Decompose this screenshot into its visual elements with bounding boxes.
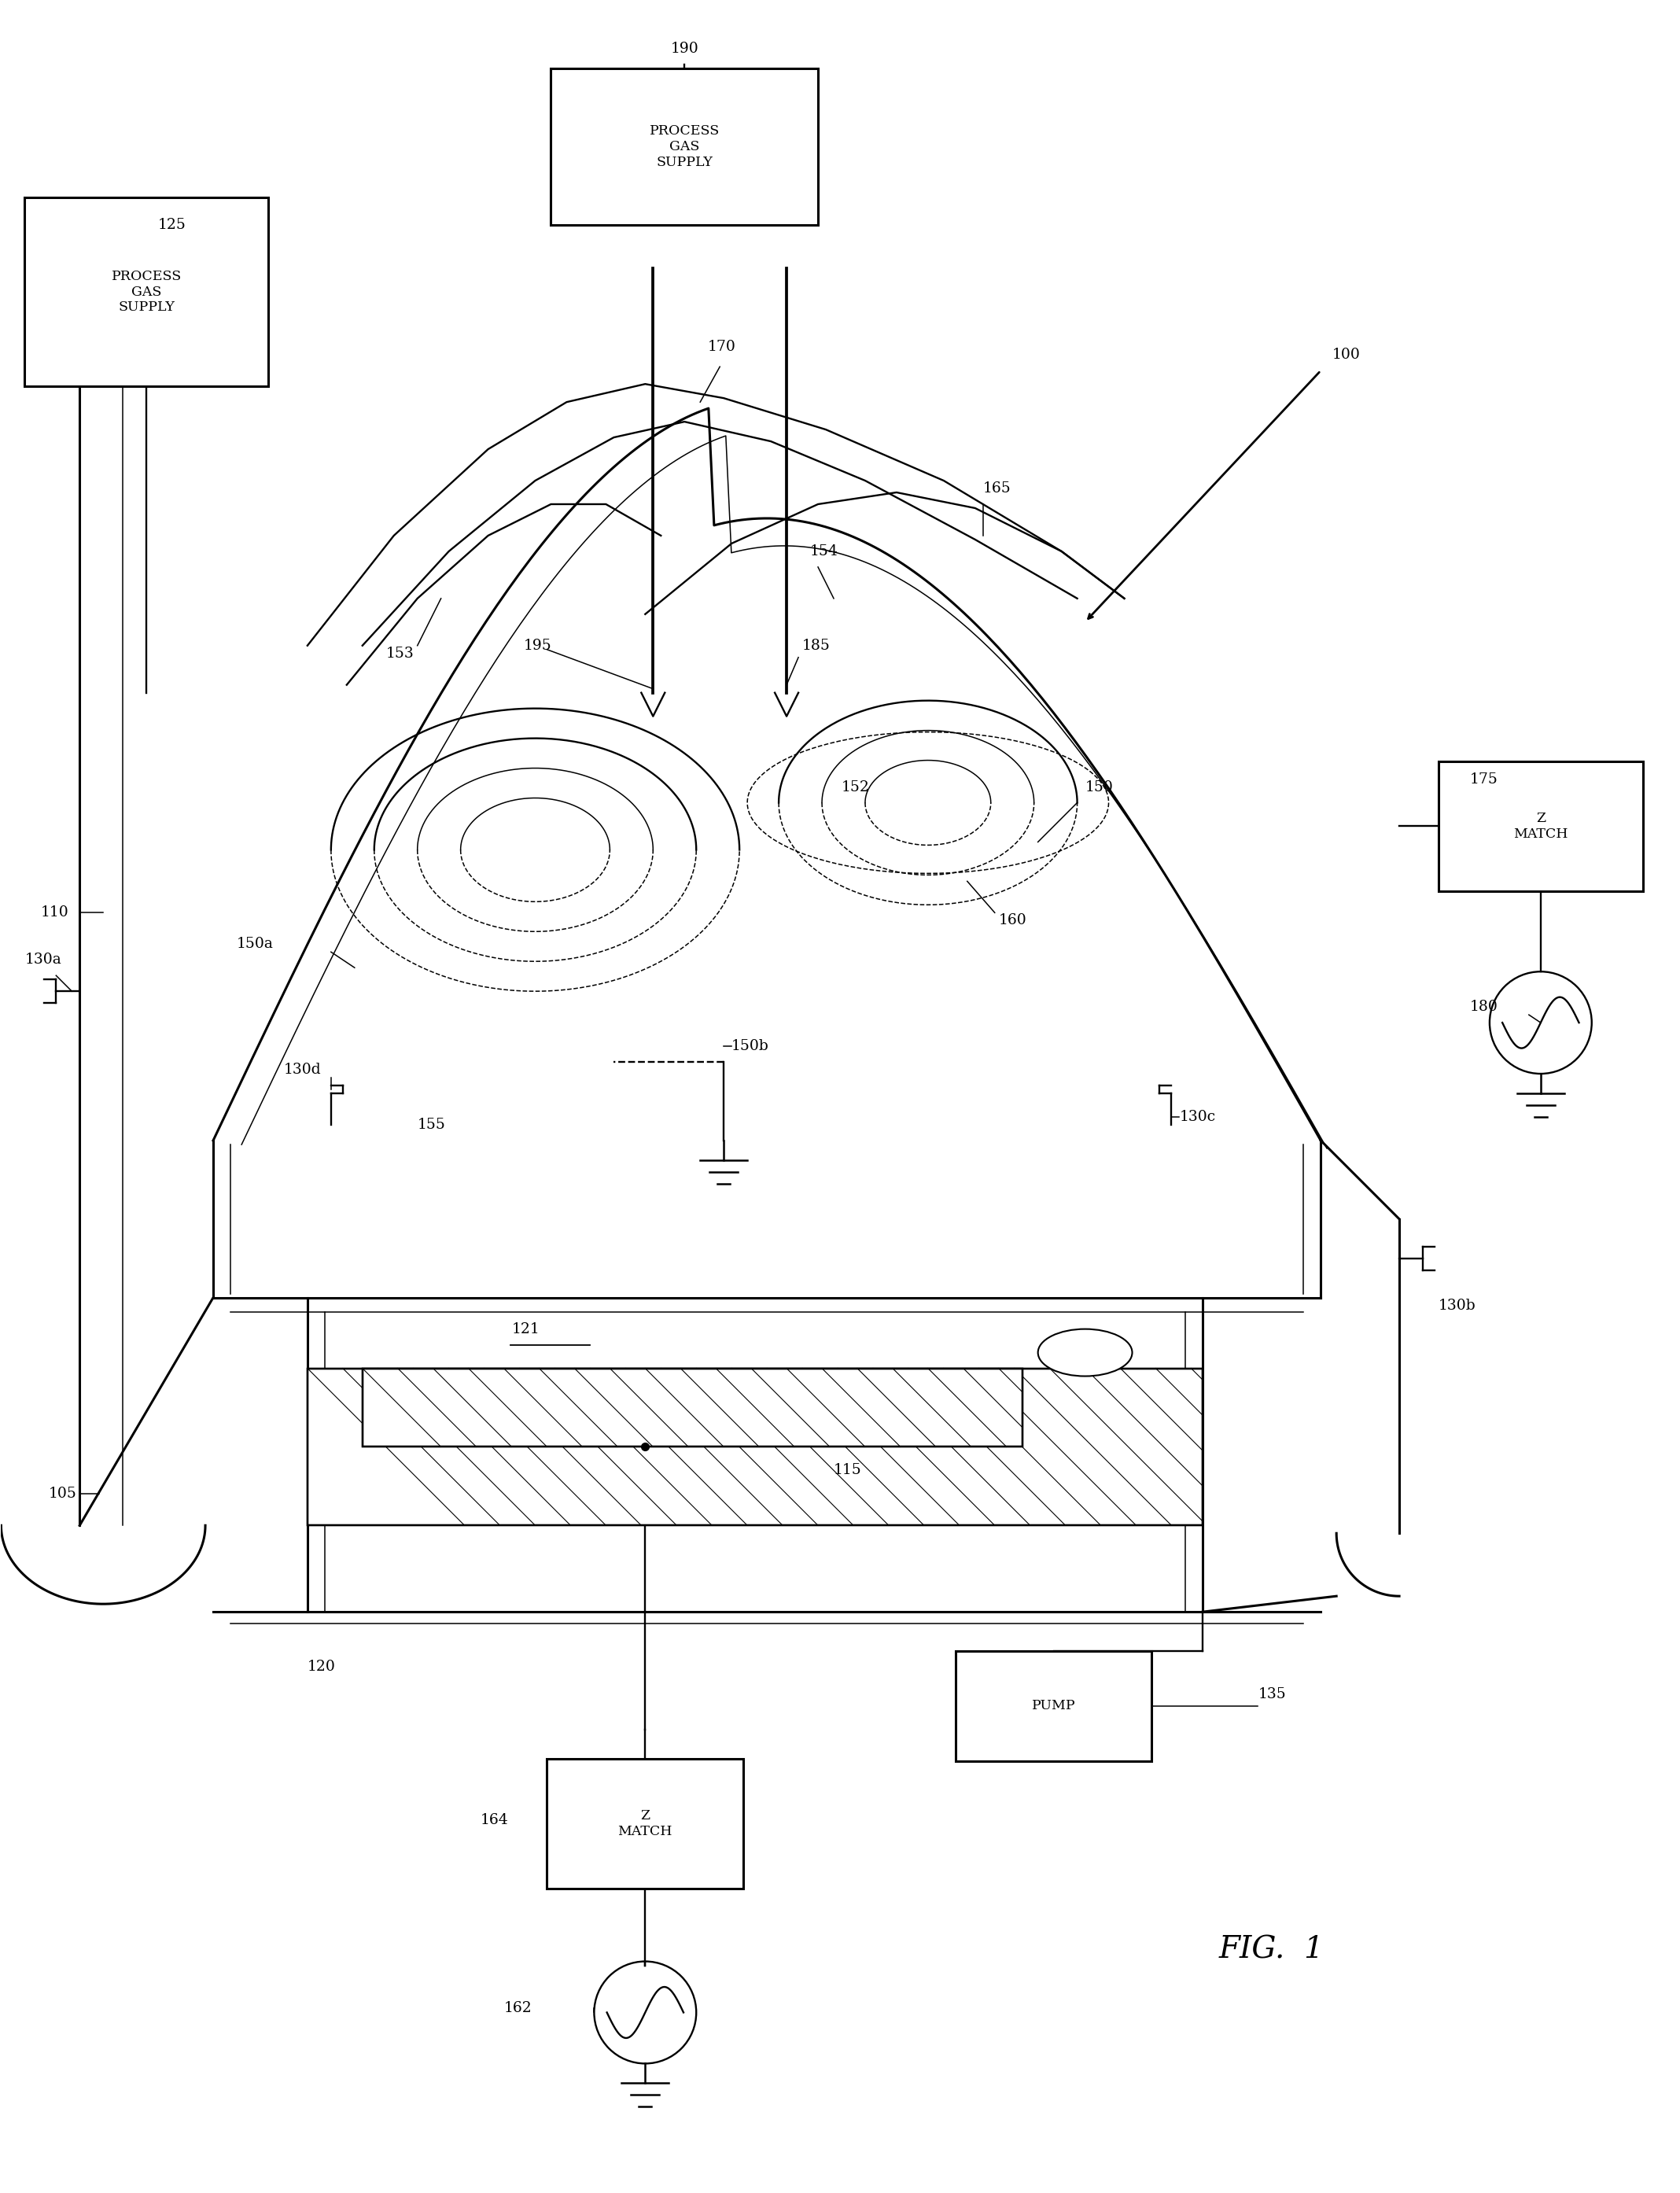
Ellipse shape xyxy=(1038,1329,1132,1377)
Text: 150a: 150a xyxy=(237,936,274,952)
Text: 165: 165 xyxy=(983,482,1011,496)
Text: 170: 170 xyxy=(707,340,736,353)
Text: 150: 150 xyxy=(1085,781,1114,794)
Text: 100: 100 xyxy=(1332,349,1361,362)
Text: 130b: 130b xyxy=(1438,1298,1477,1314)
Bar xyxy=(363,1368,1021,1447)
Text: 175: 175 xyxy=(1470,772,1499,787)
Text: 162: 162 xyxy=(504,2002,533,2015)
Text: PROCESS
GAS
SUPPLY: PROCESS GAS SUPPLY xyxy=(650,125,719,169)
Text: PROCESS
GAS
SUPPLY: PROCESS GAS SUPPLY xyxy=(111,270,181,314)
Text: 130d: 130d xyxy=(284,1064,321,1077)
Text: 195: 195 xyxy=(524,638,551,654)
Text: 120: 120 xyxy=(307,1660,336,1673)
Text: 125: 125 xyxy=(158,219,186,232)
Text: 130c: 130c xyxy=(1179,1110,1216,1125)
Bar xyxy=(551,68,818,226)
Text: 164: 164 xyxy=(480,1814,509,1827)
Text: 180: 180 xyxy=(1470,1000,1499,1013)
Bar xyxy=(956,1651,1152,1761)
Text: 130a: 130a xyxy=(25,952,62,967)
Bar xyxy=(307,1368,1203,1526)
Text: Z
MATCH: Z MATCH xyxy=(618,1809,672,1838)
Text: 190: 190 xyxy=(670,42,699,55)
Text: 152: 152 xyxy=(842,781,870,794)
Bar xyxy=(1438,761,1643,890)
Text: 185: 185 xyxy=(803,638,830,654)
Text: 110: 110 xyxy=(40,906,69,919)
Text: 155: 155 xyxy=(417,1118,445,1132)
Bar xyxy=(307,1368,1203,1526)
Text: 150b: 150b xyxy=(731,1039,769,1053)
Text: 115: 115 xyxy=(833,1463,862,1478)
Bar xyxy=(25,197,269,386)
Text: 135: 135 xyxy=(1258,1686,1285,1702)
Text: 105: 105 xyxy=(49,1487,76,1500)
Text: 160: 160 xyxy=(998,914,1026,928)
Text: Z
MATCH: Z MATCH xyxy=(1514,811,1567,840)
Text: 154: 154 xyxy=(810,544,838,559)
Bar xyxy=(548,1759,743,1888)
Text: 121: 121 xyxy=(512,1322,539,1336)
Text: PUMP: PUMP xyxy=(1032,1700,1075,1713)
Text: FIG.  1: FIG. 1 xyxy=(1218,1934,1324,1965)
Bar xyxy=(363,1368,1021,1447)
Text: 153: 153 xyxy=(386,647,413,660)
